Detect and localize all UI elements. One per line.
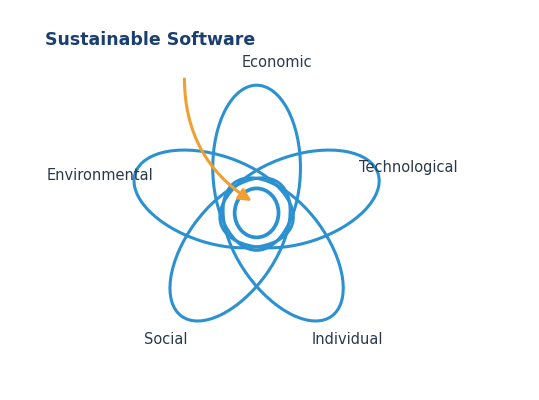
Text: Social: Social — [144, 332, 188, 347]
Text: Economic: Economic — [242, 54, 313, 70]
Text: Technological: Technological — [358, 160, 457, 176]
Text: Individual: Individual — [312, 332, 383, 347]
Text: Environmental: Environmental — [47, 168, 154, 183]
Text: Sustainable Software: Sustainable Software — [45, 31, 255, 49]
